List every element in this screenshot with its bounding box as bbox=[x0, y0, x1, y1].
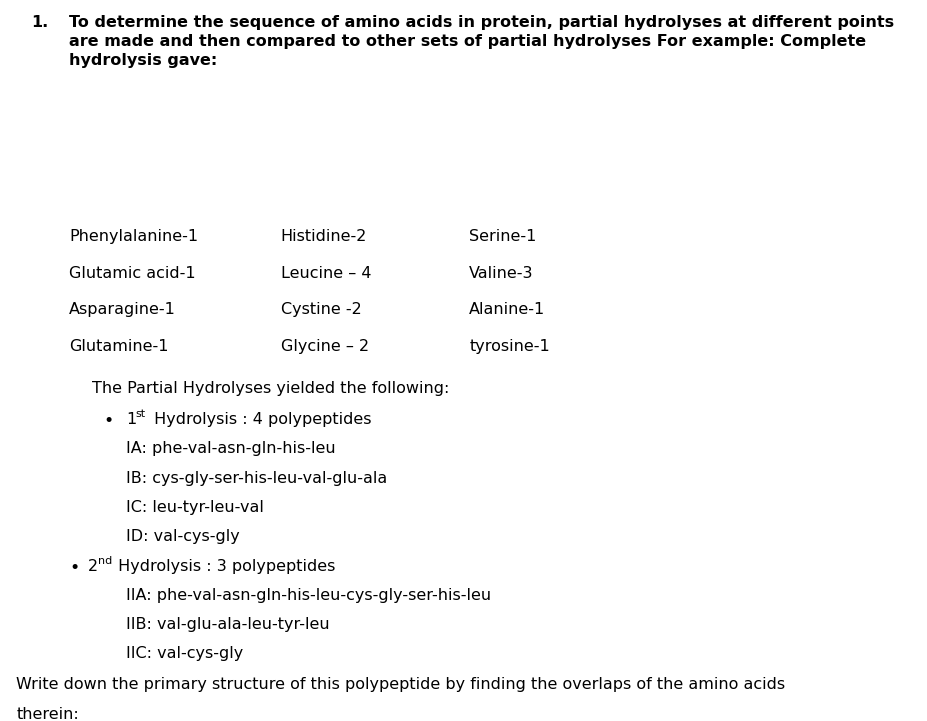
Text: IIC: val-cys-gly: IIC: val-cys-gly bbox=[126, 646, 243, 661]
Text: •: • bbox=[70, 559, 80, 577]
Text: 2: 2 bbox=[88, 559, 98, 573]
Text: 1: 1 bbox=[126, 412, 136, 428]
Text: Valine-3: Valine-3 bbox=[469, 266, 533, 281]
Text: tyrosine-1: tyrosine-1 bbox=[469, 339, 550, 354]
Text: Alanine-1: Alanine-1 bbox=[469, 303, 545, 317]
Text: are made and then compared to other sets of partial hydrolyses For example: Comp: are made and then compared to other sets… bbox=[70, 34, 866, 49]
Text: Cystine -2: Cystine -2 bbox=[280, 303, 361, 317]
Text: st: st bbox=[135, 410, 146, 420]
Text: ID: val-cys-gly: ID: val-cys-gly bbox=[126, 529, 239, 544]
Text: IC: leu-tyr-leu-val: IC: leu-tyr-leu-val bbox=[126, 500, 263, 515]
Text: Serine-1: Serine-1 bbox=[469, 229, 536, 244]
Text: IB: cys-gly-ser-his-leu-val-glu-ala: IB: cys-gly-ser-his-leu-val-glu-ala bbox=[126, 471, 387, 486]
Text: Write down the primary structure of this polypeptide by finding the overlaps of : Write down the primary structure of this… bbox=[17, 677, 785, 692]
Text: Hydrolysis : 3 polypeptides: Hydrolysis : 3 polypeptides bbox=[113, 559, 335, 573]
Text: Histidine-2: Histidine-2 bbox=[280, 229, 366, 244]
Text: IIB: val-glu-ala-leu-tyr-leu: IIB: val-glu-ala-leu-tyr-leu bbox=[126, 617, 329, 632]
Text: •: • bbox=[103, 412, 113, 430]
Text: hydrolysis gave:: hydrolysis gave: bbox=[70, 53, 217, 68]
Text: Leucine – 4: Leucine – 4 bbox=[280, 266, 371, 281]
Text: IIA: phe-val-asn-gln-his-leu-cys-gly-ser-his-leu: IIA: phe-val-asn-gln-his-leu-cys-gly-ser… bbox=[126, 588, 490, 603]
Text: Glutamine-1: Glutamine-1 bbox=[70, 339, 169, 354]
Text: nd: nd bbox=[98, 556, 112, 566]
Text: The Partial Hydrolyses yielded the following:: The Partial Hydrolyses yielded the follo… bbox=[92, 381, 449, 397]
Text: therein:: therein: bbox=[17, 707, 79, 721]
Text: Glutamic acid-1: Glutamic acid-1 bbox=[70, 266, 196, 281]
Text: 1.: 1. bbox=[32, 15, 49, 30]
Text: Phenylalanine-1: Phenylalanine-1 bbox=[70, 229, 198, 244]
Text: Glycine – 2: Glycine – 2 bbox=[280, 339, 368, 354]
Text: Asparagine-1: Asparagine-1 bbox=[70, 303, 176, 317]
Text: To determine the sequence of amino acids in protein, partial hydrolyses at diffe: To determine the sequence of amino acids… bbox=[70, 15, 894, 30]
Text: Hydrolysis : 4 polypeptides: Hydrolysis : 4 polypeptides bbox=[149, 412, 372, 428]
Text: IA: phe-val-asn-gln-his-leu: IA: phe-val-asn-gln-his-leu bbox=[126, 441, 336, 456]
